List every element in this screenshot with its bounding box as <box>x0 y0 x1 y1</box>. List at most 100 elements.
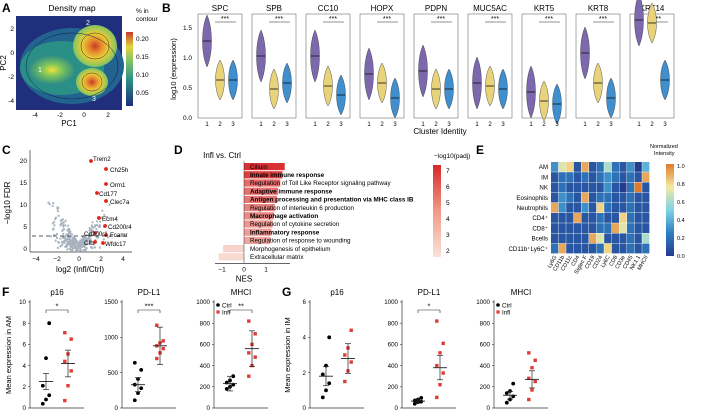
cluster-tick: 1 <box>583 122 587 128</box>
heatmap-cell <box>619 172 627 182</box>
volcano-point <box>95 224 98 227</box>
volcano-point <box>102 238 105 241</box>
volcano-point <box>62 240 65 243</box>
heatmap-cell <box>558 202 566 213</box>
volcano-point <box>59 237 62 240</box>
violin-subplot-frame <box>197 13 243 119</box>
volcano-point <box>77 243 80 246</box>
volcano-point <box>90 224 93 227</box>
cluster-tick: 3 <box>501 122 505 128</box>
ctrl-point <box>320 372 325 377</box>
volcano-point <box>57 206 60 210</box>
y-tick: 10 <box>19 299 26 306</box>
volcano-point <box>66 229 70 232</box>
heatmap-cell <box>611 202 619 213</box>
volcano-point <box>56 210 60 213</box>
heatmap-cell <box>642 223 650 233</box>
colorbar-title: contour <box>136 16 159 23</box>
ctrl-point <box>40 383 45 388</box>
gene-label: Clec7a <box>110 199 130 206</box>
y-tick: -2 <box>8 74 14 81</box>
colorbar-tick: 7 <box>446 168 450 175</box>
legend-infl-marker <box>496 310 500 314</box>
volcano-point <box>84 241 87 244</box>
volcano-point <box>95 220 99 223</box>
volcano-point <box>64 245 67 248</box>
volcano-point <box>78 241 81 244</box>
volcano-point <box>89 241 92 244</box>
infl-point <box>247 351 251 355</box>
volcano-point <box>82 249 85 252</box>
gene-label: Cd200r4 <box>108 224 132 231</box>
dotplot-title: p16 <box>330 288 344 297</box>
heatmap-cell <box>589 202 597 213</box>
heatmap-row-label: Bcells <box>531 236 548 243</box>
infl-point <box>527 397 531 402</box>
ctrl-point <box>324 388 328 393</box>
heatmap-cell <box>604 223 612 233</box>
colorbar-title: % in <box>136 8 149 15</box>
heatmap-cell <box>604 233 612 244</box>
panel-d-title: Infl vs. Ctrl <box>203 151 241 160</box>
volcano-point-significant <box>103 224 107 228</box>
density-blob-cluster-2 <box>73 25 117 67</box>
heatmap-cell <box>596 243 604 254</box>
y-tick: 600 <box>480 342 491 349</box>
volcano-point <box>79 249 82 252</box>
heatmap-row-label: AM <box>539 164 548 171</box>
heatmap-cell <box>627 202 635 213</box>
infl-point <box>253 355 257 359</box>
cluster-tick: 3 <box>339 122 343 128</box>
panel-a-ylabel: PC2 <box>0 55 8 71</box>
gsea-bar <box>244 204 275 212</box>
pathway-label: Regulation of interleukin 6 production <box>250 205 354 212</box>
heatmap-cell <box>551 202 559 213</box>
infl-point <box>435 319 439 323</box>
volcano-point <box>66 224 70 227</box>
heatmap-cell <box>604 182 612 193</box>
heatmap-cell <box>627 192 635 203</box>
cluster-tick: 3 <box>555 122 559 128</box>
heatmap-cell <box>619 233 627 244</box>
ctrl-point <box>320 395 325 400</box>
pathway-label: Cilium <box>250 164 268 171</box>
infl-point <box>441 341 445 346</box>
heatmap-cell <box>596 162 604 172</box>
gene-label: Cd200r1 <box>84 231 108 238</box>
pathway-label: Macrophage activation <box>250 213 318 220</box>
cluster-tick: 1 <box>637 122 641 128</box>
volcano-point <box>98 246 101 249</box>
gsea-bar <box>244 236 271 244</box>
volcano-point <box>71 246 75 250</box>
pathway-label: Antigen processing and presentation via … <box>250 197 414 204</box>
heatmap-cell <box>627 162 635 172</box>
heatmap-cell <box>627 223 635 233</box>
infl-point <box>438 351 442 355</box>
ctrl-point <box>327 381 332 386</box>
heatmap-cell <box>634 162 642 172</box>
colorbar-tick: 3 <box>446 232 450 239</box>
panel-c-y-ticks: 20 15 10 5 0 <box>20 158 28 253</box>
heatmap-cell <box>573 172 581 182</box>
gene-title: KRT8 <box>588 4 609 13</box>
density-blob-cluster-1 <box>28 55 76 85</box>
heatmap-cell <box>604 192 612 203</box>
colorbar-title: −log10(padj) <box>434 153 470 160</box>
volcano-point <box>73 243 77 246</box>
cluster-tick: 1 <box>313 122 317 128</box>
legend-ctrl-label: Ctrl <box>222 302 232 309</box>
heatmap-cell <box>634 233 642 244</box>
cluster-tick: 2 <box>650 122 654 128</box>
volcano-point <box>91 221 94 224</box>
heatmap-cell <box>589 162 597 172</box>
infl-point <box>247 319 251 323</box>
heatmap-row-label: Eosinophils <box>516 195 548 202</box>
heatmap-cell <box>604 243 612 254</box>
colorbar-tick: 0.4 <box>677 218 685 224</box>
y-tick: 0 <box>207 405 211 412</box>
volcano-point <box>60 222 63 225</box>
cluster-tick: 3 <box>231 122 235 128</box>
volcano-point <box>64 219 67 222</box>
y-tick: 0.5 <box>183 85 192 92</box>
